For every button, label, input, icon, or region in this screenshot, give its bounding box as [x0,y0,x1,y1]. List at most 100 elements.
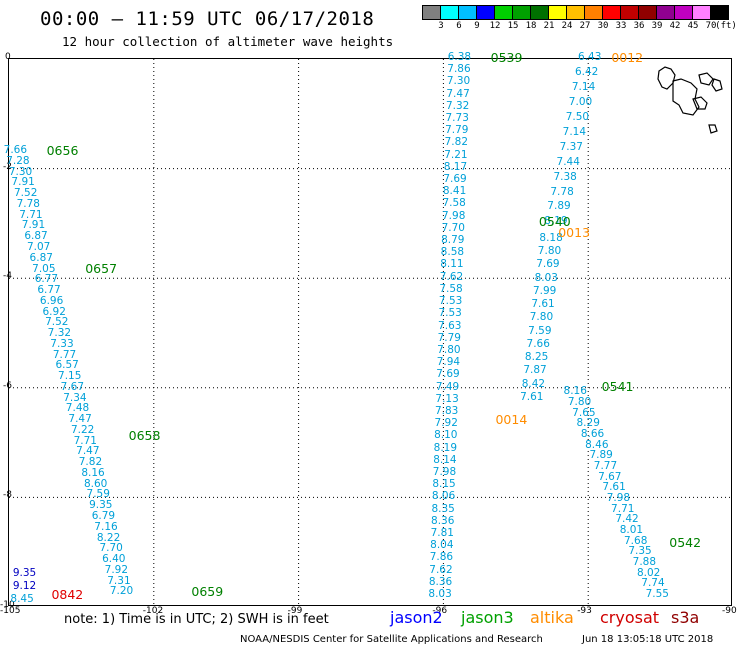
wave-height-value: 7.73 [445,112,469,125]
wave-height-value: 7.28 [6,154,30,167]
wave-height-value: 7.00 [568,95,593,108]
wave-height-value: 8.10 [434,429,458,442]
scale-swatch [638,5,657,20]
wave-height-value: 8.36 [428,575,453,588]
wave-height-value: 7.59 [86,488,110,501]
wave-height-value: 7.32 [445,99,470,112]
wave-height-value: 7.07 [26,240,51,253]
wave-height-value: 7.70 [99,542,123,555]
wave-height-value: 7.71 [611,502,635,515]
pass-time-label: 0540 [538,214,571,230]
wave-height-value: 7.58 [442,197,466,210]
scale-label: 36 [633,21,645,31]
lat-tick-label: -2 [3,161,12,172]
wave-height-value: 7.94 [436,356,461,369]
legend-jason2: jason2 [390,608,443,627]
lon-tick-label: -96 [432,606,448,616]
pass-time-label: 0014 [495,411,528,427]
wave-height-value: 7.05 [32,262,56,275]
wave-height-value: 7.71 [73,434,97,447]
wave-height-value: 8.79 [441,234,465,247]
wave-height-value: 7.44 [556,155,580,168]
wave-height-value: 7.91 [21,219,46,232]
lon-tick-label: -105 [0,606,21,616]
wave-height-value: 7.13 [435,392,459,405]
wave-height-value: 7.79 [445,124,469,137]
map-plot-area[interactable] [8,58,732,606]
island-coastline [672,78,700,116]
wave-height-value: 7.80 [437,343,461,356]
wave-height-value: 9.35 [89,499,113,512]
lat-tick-label: -4 [3,271,12,282]
wave-height-value: 8.01 [619,524,644,536]
island-coastline [692,96,708,110]
wave-height-value: 7.58 [439,282,463,295]
scale-label: 70 [705,21,717,31]
wave-height-value: 7.77 [593,459,618,472]
scale-swatch [512,5,531,20]
lon-tick-label: -90 [722,606,737,616]
wave-height-value: 7.82 [78,456,103,469]
wave-height-value: 8.18 [539,231,563,244]
wave-height-value: 8.36 [431,514,455,527]
scale-label: 24 [561,21,573,31]
wave-height-value: 7.68 [624,534,648,547]
wave-height-value: 7.98 [606,491,631,504]
lon-tick-label: -99 [287,606,303,616]
wave-height-value: 8.16 [81,466,105,479]
wave-height-value: 9.35 [12,566,37,579]
wave-height-value: 8.41 [442,185,467,198]
scale-swatch [566,5,585,20]
wave-height-value: 9.12 [12,580,37,593]
wave-height-value: 7.30 [446,75,471,88]
wave-height-value: 7.53 [438,307,462,320]
wave-height-value: 7.69 [536,258,560,271]
wave-height-value: 7.61 [531,298,555,311]
wave-height-value: 7.89 [547,200,571,213]
wave-height-value: 7.92 [434,417,458,430]
wave-height-value: 7.47 [76,445,100,458]
wave-height-value: 7.33 [50,337,74,350]
wave-height-value: 7.82 [444,136,469,149]
wave-height-value: 7.50 [565,110,590,123]
map-subtitle: 12 hour collection of altimeter wave hei… [62,34,394,49]
wave-height-value: 7.69 [443,173,467,186]
pass-time-label: 0539 [490,50,523,65]
wave-height-value: 7.61 [602,481,626,494]
pass-time-label: 0012 [611,50,644,65]
wave-height-value: 8.16 [563,385,587,398]
wave-height-value: 7.49 [435,380,460,393]
wave-height-value: 8.35 [431,502,455,515]
wave-height-value: 6.79 [91,509,116,522]
wave-height-value: 7.83 [434,404,459,417]
wave-height-value: 6.38 [447,51,472,63]
wave-height-value: 7.63 [438,319,462,332]
wave-height-value: 7.59 [528,324,552,337]
scale-label: 33 [615,21,627,31]
wave-height-value: 8.17 [443,160,468,173]
wave-height-value: 8.42 [521,377,546,390]
legend-s3a: s3a [671,608,700,627]
wave-height-value: 7.14 [562,125,587,138]
scale-label: 27 [579,21,591,31]
wave-height-value: 8.03 [428,588,452,601]
wave-height-value: 7.78 [16,197,40,210]
wave-height-value: 7.55 [645,588,669,601]
scale-swatch [458,5,477,20]
wave-height-value: 7.48 [65,402,90,415]
wave-height-value: 7.34 [63,391,87,404]
wave-height-value: 6.87 [24,230,48,243]
wave-height-value: 7.66 [3,144,28,157]
wave-height-value: 7.37 [559,140,583,153]
scale-swatch [494,5,513,20]
wave-height-value: 7.31 [107,574,131,587]
wave-height-value: 7.20 [109,585,134,598]
scale-unit: (ft) [715,21,737,31]
wave-height-value: 7.71 [19,208,43,221]
pass-time-label: 0842 [51,587,84,603]
scale-swatch [620,5,639,20]
wave-height-value: 7.35 [628,545,652,558]
wave-height-value: 7.80 [529,311,554,324]
scale-swatch [422,5,441,20]
wave-height-value: 8.58 [440,246,465,259]
